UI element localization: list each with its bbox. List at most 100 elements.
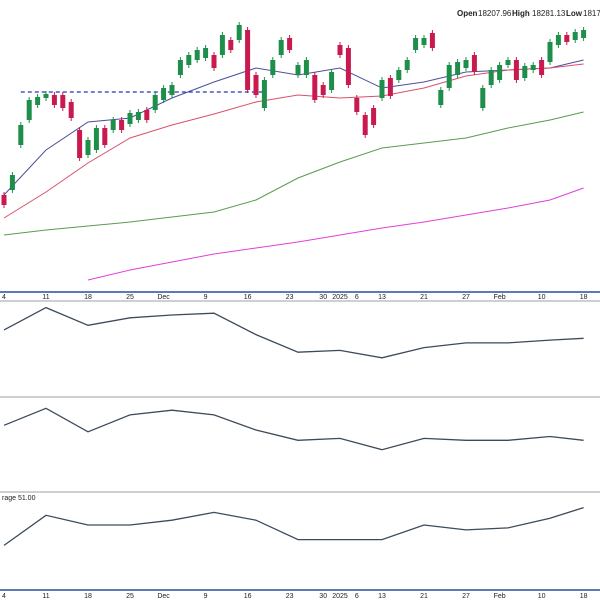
x-tick-label: 30 [319,294,327,301]
header-value: 1817 [583,9,600,18]
candle-body [312,75,318,100]
candle-body [127,113,133,124]
candle-body [228,40,234,50]
candle-body [161,88,167,100]
candle-body [261,80,267,108]
x-tick-label: 11 [42,593,49,600]
indicator-line [3,506,584,546]
candle-body [219,35,225,55]
candle-body [555,35,561,45]
x-tick-label: 18 [580,294,588,301]
candle-body [93,128,99,150]
x-tick-label: 13 [378,294,386,301]
moving-average-line [87,187,584,281]
candle-body [51,95,57,105]
x-tick-label: 6 [355,294,359,301]
candle-body [379,80,385,98]
candle-body [463,60,469,68]
x-tick-label: 2025 [332,593,348,600]
x-tick-label: 25 [126,294,134,301]
candle-body [371,108,377,125]
x-tick-label: 4 [2,593,6,600]
x-tick-label: 9 [204,593,208,600]
candle-body [35,97,41,105]
candle-body [303,60,309,75]
candle-body [119,120,125,130]
candle-body [287,38,293,50]
candle-body [329,72,335,90]
x-tick-label: 9 [204,294,208,301]
candle-body [530,65,536,70]
candle-body [60,95,66,108]
x-tick-label: Dec [157,294,170,301]
moving-average-line [3,111,584,236]
candle-body [446,65,452,88]
candle-body [354,98,360,112]
x-tick-label: 18 [84,294,92,301]
candle-body [102,128,108,145]
candle-body [18,125,24,145]
candle-body [110,120,116,130]
candle-body [253,75,259,95]
candle-body [194,50,200,60]
panel-label: rage 51.00 [2,495,36,502]
candle-body [480,88,486,108]
x-tick-label: 16 [244,294,252,301]
x-tick-label: 21 [420,593,428,600]
candle-body [177,60,183,75]
candle-body [278,40,284,55]
indicator-line [3,306,584,359]
candle-body [211,55,217,68]
candle-body [169,85,175,95]
candle-body [337,45,343,55]
x-tick-label: 27 [462,593,470,600]
candle-body [488,70,494,85]
candle-body [564,35,570,42]
candle-body [77,130,83,158]
header-label: Low [566,9,583,18]
candle-body [497,65,503,80]
candle-body [295,65,301,75]
moving-average-line [3,63,584,219]
candle-body [236,25,242,40]
x-tick-label: 23 [286,294,294,301]
x-tick-label: 18 [580,593,588,600]
candle-body [9,175,15,190]
x-tick-label: 25 [126,593,134,600]
candle-body [203,48,209,58]
candle-body [505,60,511,65]
x-tick-label: 13 [378,593,386,600]
candle-body [421,38,427,45]
x-tick-label: 30 [319,593,327,600]
x-tick-label: 16 [244,593,252,600]
x-tick-label: 6 [355,593,359,600]
candle-body [522,66,528,78]
candle-body [396,70,402,80]
candle-body [270,60,276,75]
x-tick-label: 23 [286,593,294,600]
candle-body [152,95,158,110]
header-value: 18207.96 [478,9,512,18]
header-label: High [512,9,530,18]
x-tick-label: 10 [538,294,546,301]
candle-body [413,38,419,50]
candle-body [513,60,519,80]
candle-body [471,55,477,72]
candle-body [404,60,410,70]
candle-body [186,55,192,65]
candle-body [68,102,74,118]
candle-body [345,48,351,85]
candle-body [26,100,32,120]
candle-body [362,115,368,135]
x-tick-label: Feb [494,294,506,301]
candle-body [144,110,150,120]
x-tick-label: 18 [84,593,92,600]
x-tick-label: 27 [462,294,470,301]
candle-body [455,62,461,75]
candle-body [572,32,578,40]
header-value: 18281.13 [532,9,566,18]
x-tick-label: Feb [494,593,506,600]
candle-body [547,42,553,62]
